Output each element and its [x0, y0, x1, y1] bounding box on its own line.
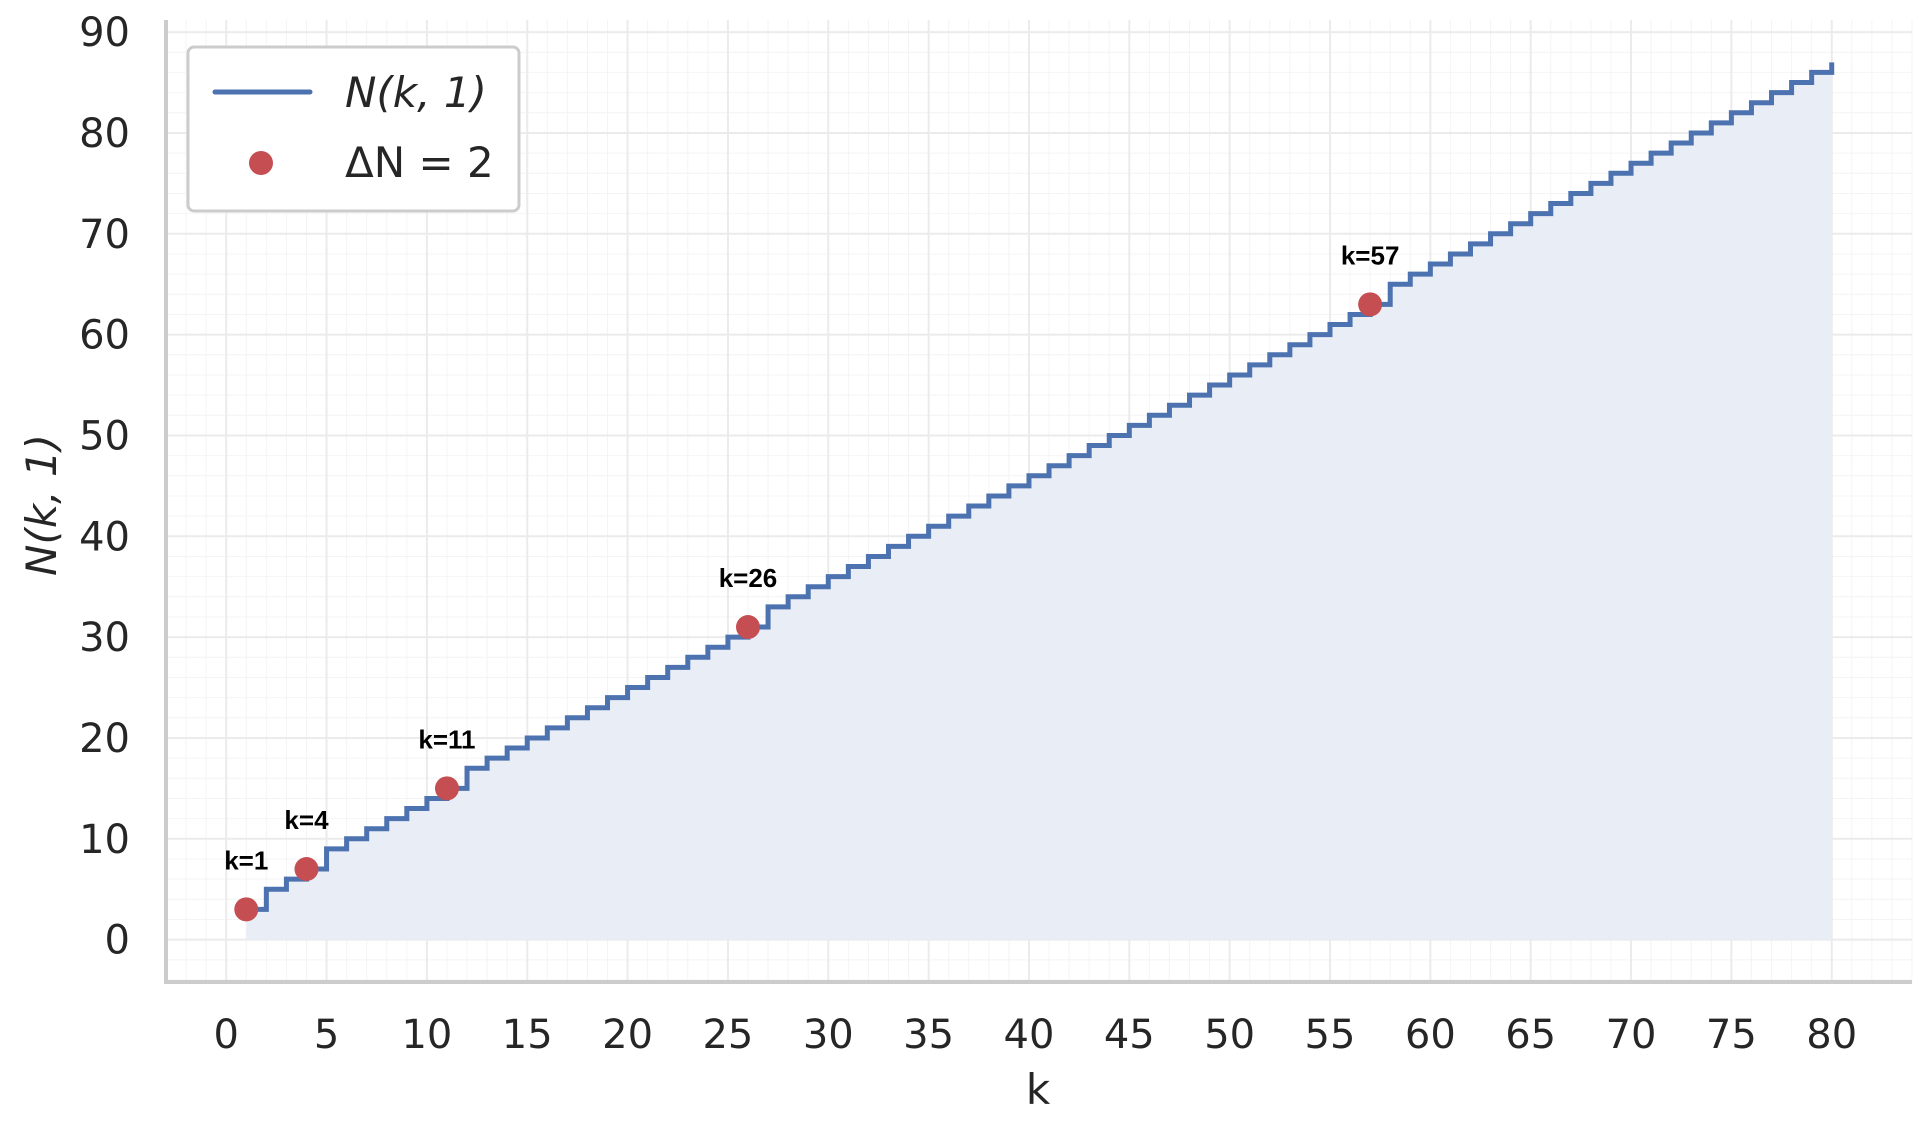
delta-marker	[234, 897, 259, 922]
y-tick-label: 60	[79, 313, 130, 359]
y-tick-label: 80	[79, 111, 130, 157]
x-tick-label: 50	[1204, 1012, 1255, 1058]
marker-annotation: k=26	[719, 563, 778, 593]
point-annotations: k=1 k=4 k=11 k=26 k=57	[224, 240, 1399, 875]
marker-annotation: k=11	[418, 724, 475, 754]
delta-marker	[294, 857, 319, 882]
y-tick-label: 40	[79, 514, 130, 560]
x-tick-label: 10	[401, 1012, 452, 1058]
delta-n-markers	[234, 292, 1383, 922]
y-tick-label: 50	[79, 413, 130, 459]
x-tick-label: 60	[1405, 1012, 1456, 1058]
y-tick-label: 90	[79, 10, 130, 56]
x-tick-label: 15	[502, 1012, 553, 1058]
y-tick-label: 30	[79, 615, 130, 661]
x-tick-label: 80	[1806, 1012, 1857, 1058]
y-tick-label: 20	[79, 716, 130, 762]
x-tick-label: 25	[702, 1012, 753, 1058]
x-tick-label: 45	[1104, 1012, 1155, 1058]
x-tick-label: 40	[1004, 1012, 1055, 1058]
y-tick-label: 70	[79, 212, 130, 258]
x-tick-label: 70	[1606, 1012, 1657, 1058]
x-tick-label: 35	[903, 1012, 954, 1058]
marker-annotation: k=4	[284, 805, 329, 835]
delta-marker	[736, 615, 760, 640]
x-axis-ticks: 0 5 10 15 20 25 30 35 40 45 50 55 60 65 70 75 80	[213, 1012, 1857, 1058]
delta-marker	[434, 776, 459, 801]
legend: N(k, 1) ΔN = 2	[186, 45, 521, 213]
marker-annotation: k=57	[1341, 240, 1400, 270]
x-tick-label: 0	[213, 1012, 238, 1058]
area-under-step-line	[246, 62, 1832, 940]
x-tick-label: 75	[1706, 1012, 1757, 1058]
legend-label-line: N(k, 1)	[345, 68, 487, 117]
y-axis-ticks: 0 10 20 30 40 50 60 70 80 90	[79, 10, 130, 964]
x-tick-label: 55	[1305, 1012, 1356, 1058]
x-tick-label: 5	[314, 1012, 339, 1058]
x-tick-label: 20	[602, 1012, 653, 1058]
legend-marker-swatch	[249, 151, 273, 175]
x-tick-label: 30	[803, 1012, 854, 1058]
x-axis-title: k	[1026, 1065, 1051, 1114]
delta-marker	[1358, 292, 1383, 317]
y-axis-title: N(k, 1)	[17, 434, 66, 576]
step-line-series	[246, 62, 1835, 912]
marker-annotation: k=1	[224, 845, 268, 875]
y-tick-label: 10	[79, 817, 130, 863]
legend-label-markers: ΔN = 2	[345, 138, 494, 187]
legend-frame	[186, 45, 521, 213]
y-tick-label: 0	[105, 918, 130, 964]
axes-spines	[164, 20, 1912, 984]
x-tick-label: 65	[1505, 1012, 1556, 1058]
